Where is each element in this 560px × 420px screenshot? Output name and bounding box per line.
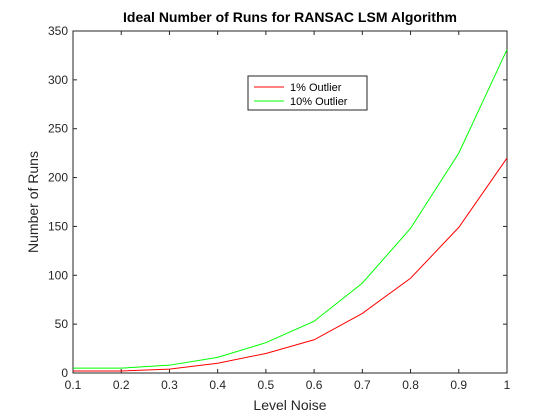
x-tick-label: 0.3 xyxy=(161,378,178,392)
legend-label-1pct: 1% Outlier xyxy=(290,82,342,94)
x-tick-label: 0.7 xyxy=(354,378,371,392)
legend-box xyxy=(247,75,368,111)
x-tick-label: 0.9 xyxy=(450,378,467,392)
legend: 1% Outlier 10% Outlier xyxy=(247,75,368,111)
x-tick-label: 0.2 xyxy=(113,378,130,392)
chart-title: Ideal Number of Runs for RANSAC LSM Algo… xyxy=(123,9,457,25)
y-tick-label: 300 xyxy=(48,73,68,87)
y-tick-label: 100 xyxy=(48,268,68,282)
series-line-1 xyxy=(73,49,508,369)
series-lines xyxy=(73,49,508,372)
x-tick-label: 0.4 xyxy=(209,378,226,392)
axis-ticks: 0.1 0.2 0.3 0.4 0.5 0.6 0.7 0.8 0.9 1 0 50 100 150 200… xyxy=(48,24,511,392)
y-axis-title: Number of Runs xyxy=(25,151,41,253)
y-tick-label: 50 xyxy=(55,317,69,331)
y-tick-label: 350 xyxy=(48,24,68,38)
x-tick-label: 0.5 xyxy=(258,378,275,392)
y-tick-label: 250 xyxy=(48,122,68,136)
x-tick-label: 0.1 xyxy=(65,378,82,392)
x-tick-label: 1 xyxy=(504,378,511,392)
legend-label-10pct: 10% Outlier xyxy=(290,96,348,108)
y-tick-label: 150 xyxy=(48,219,68,233)
series-line-0 xyxy=(73,157,508,372)
x-axis-title: Level Noise xyxy=(253,397,326,413)
y-tick-label: 0 xyxy=(61,366,68,380)
x-tick-label: 0.8 xyxy=(402,378,419,392)
y-tick-label: 200 xyxy=(48,171,68,185)
x-tick-label: 0.6 xyxy=(306,378,323,392)
